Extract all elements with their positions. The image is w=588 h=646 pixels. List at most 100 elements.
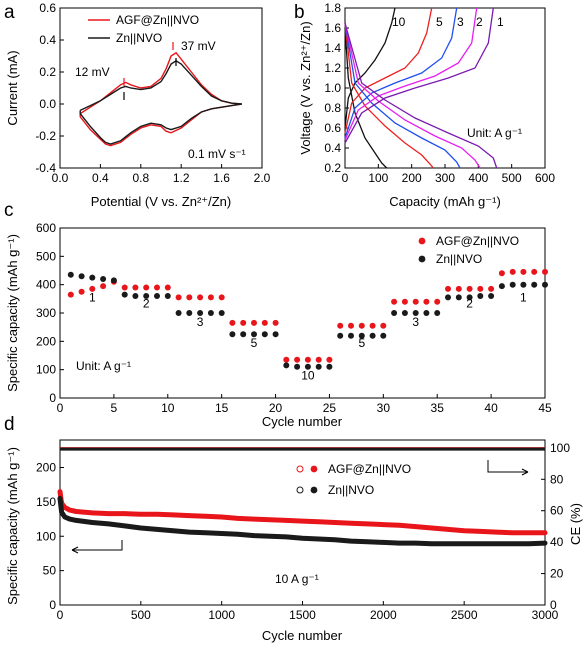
capacity-point-znnvo bbox=[59, 510, 64, 515]
capacity-point-agfznnvo bbox=[316, 519, 321, 524]
capacity-point-znnvo bbox=[235, 532, 240, 537]
data-point-znnvo bbox=[358, 332, 365, 339]
panel-d-rate-note: 10 A g⁻¹ bbox=[275, 572, 319, 586]
data-point-agfznnvo bbox=[542, 268, 548, 275]
y-tick-label: 0.2 bbox=[324, 161, 341, 175]
panel-b-rate-labels: 10 5 3 2 1 bbox=[392, 15, 504, 29]
panel-a-ylabel: Current (mA) bbox=[5, 50, 20, 125]
data-point-agfznnvo bbox=[132, 284, 139, 291]
data-point-znnvo bbox=[110, 277, 117, 284]
capacity-point-znnvo bbox=[397, 540, 402, 546]
capacity-point-znnvo bbox=[122, 523, 127, 529]
panel-b-unit: Unit: A g⁻¹ bbox=[467, 126, 522, 140]
panel-d-long-cycling: d 0 500 1000 1500 2000 2500 300005010015020002… bbox=[4, 414, 583, 643]
y-tick-label: 600 bbox=[36, 221, 56, 235]
panel-c-ylabel: Specific capacity (mAh g⁻¹) bbox=[5, 234, 20, 392]
capacity-point-agfznnvo bbox=[122, 511, 127, 516]
data-point-agfznnvo bbox=[89, 285, 96, 292]
capacity-point-znnvo bbox=[90, 520, 95, 525]
data-point-znnvo bbox=[520, 281, 527, 288]
capacity-point-znnvo bbox=[413, 540, 418, 546]
capacity-point-znnvo bbox=[251, 533, 257, 538]
data-point-agfznnvo bbox=[121, 284, 128, 291]
y-tick-label: 1.6 bbox=[324, 21, 341, 35]
y-tick-label: 1.0 bbox=[324, 81, 341, 95]
arrow-left-axis bbox=[72, 540, 123, 551]
x-tick-label: 200 bbox=[402, 171, 422, 185]
x-tick-label: 35 bbox=[431, 401, 445, 415]
y-tick-label: 100 bbox=[36, 363, 56, 377]
data-point-znnvo bbox=[175, 310, 182, 316]
panel-d-ticks: 0 500 1000 1500 2000 2500 30000501001502000204… bbox=[36, 441, 570, 622]
data-point-agfznnvo bbox=[304, 356, 311, 363]
panel-d-ylabel-left: Specific capacity (mAh g⁻¹) bbox=[5, 447, 20, 605]
x-tick-label: 5 bbox=[111, 401, 118, 415]
data-point-znnvo bbox=[121, 291, 128, 298]
data-point-znnvo bbox=[498, 283, 505, 290]
capacity-point-znnvo bbox=[138, 525, 143, 531]
data-point-agfznnvo bbox=[240, 319, 247, 326]
x-tick-label: 20 bbox=[269, 401, 283, 415]
data-point-znnvo bbox=[304, 363, 311, 370]
data-point-agfznnvo bbox=[369, 322, 376, 329]
panel-c-legend: AGF@Zn||NVO Zn||NVO bbox=[418, 234, 519, 266]
panel-a-letter: a bbox=[4, 2, 15, 23]
y-tick-label: 1.4 bbox=[324, 41, 341, 55]
charge-curve-rate-3 bbox=[344, 7, 458, 139]
capacity-point-znnvo bbox=[154, 527, 160, 532]
capacity-point-agfznnvo bbox=[348, 521, 354, 526]
capacity-point-agfznnvo bbox=[478, 529, 483, 534]
data-point-znnvo bbox=[509, 281, 516, 288]
x-tick-label: 2.0 bbox=[254, 171, 271, 185]
data-point-znnvo bbox=[218, 310, 225, 316]
arrow-right-axis bbox=[487, 460, 528, 473]
capacity-point-znnvo bbox=[187, 529, 192, 535]
capacity-point-agfznnvo bbox=[57, 489, 63, 494]
capacity-point-agfznnvo bbox=[62, 505, 67, 510]
panel-a-annot-37mv: 37 mV bbox=[181, 39, 216, 53]
data-point-agfznnvo bbox=[294, 356, 301, 363]
charge-curve-rate-5 bbox=[344, 7, 433, 134]
legend-marker-agf bbox=[310, 465, 318, 473]
capacity-point-agfznnvo bbox=[397, 523, 402, 528]
data-point-agfznnvo bbox=[164, 284, 171, 291]
y-tick-label: 300 bbox=[36, 306, 56, 320]
data-point-agfznnvo bbox=[348, 322, 354, 329]
data-point-agfznnvo bbox=[380, 322, 387, 329]
data-point-agfznnvo bbox=[197, 294, 204, 301]
x-tick-label: 1.2 bbox=[173, 171, 190, 185]
capacity-point-agfznnvo bbox=[251, 516, 257, 522]
discharge-curve-rate-5 bbox=[344, 22, 434, 169]
data-point-znnvo bbox=[272, 331, 279, 338]
capacity-point-agfznnvo bbox=[67, 507, 72, 513]
x-tick-label: 0 bbox=[342, 171, 349, 185]
panel-b-letter: b bbox=[294, 2, 305, 23]
capacity-point-agfznnvo bbox=[106, 511, 111, 516]
panel-a-xlabel: Potential (V vs. Zn²⁺/Zn) bbox=[91, 194, 232, 209]
data-point-znnvo bbox=[164, 293, 171, 299]
x-tick-label: 2000 bbox=[370, 608, 397, 622]
y-tick-label: 1.8 bbox=[324, 1, 341, 15]
capacity-point-znnvo bbox=[284, 534, 289, 540]
capacity-band-znnvo bbox=[57, 495, 548, 547]
data-point-znnvo bbox=[100, 276, 107, 282]
data-point-agfznnvo bbox=[391, 298, 398, 305]
capacity-point-agfznnvo bbox=[494, 529, 499, 535]
rate-label: 2 bbox=[143, 296, 150, 310]
data-point-znnvo bbox=[186, 310, 193, 316]
data-point-agfznnvo bbox=[498, 270, 505, 277]
data-point-agfznnvo bbox=[423, 298, 430, 305]
y-tick-label: -0.4 bbox=[35, 161, 56, 175]
data-point-znnvo bbox=[477, 293, 484, 299]
data-point-agfznnvo bbox=[488, 285, 495, 292]
capacity-point-agfznnvo bbox=[187, 513, 192, 518]
charge-curve-rate-2 bbox=[344, 7, 478, 141]
capacity-point-znnvo bbox=[74, 518, 79, 523]
rate-label-1: 1 bbox=[497, 15, 504, 29]
capacity-point-agfznnvo bbox=[219, 514, 224, 520]
y-tick-label: 0.0 bbox=[39, 97, 56, 111]
data-point-znnvo bbox=[380, 332, 387, 339]
data-point-agfznnvo bbox=[455, 285, 462, 292]
